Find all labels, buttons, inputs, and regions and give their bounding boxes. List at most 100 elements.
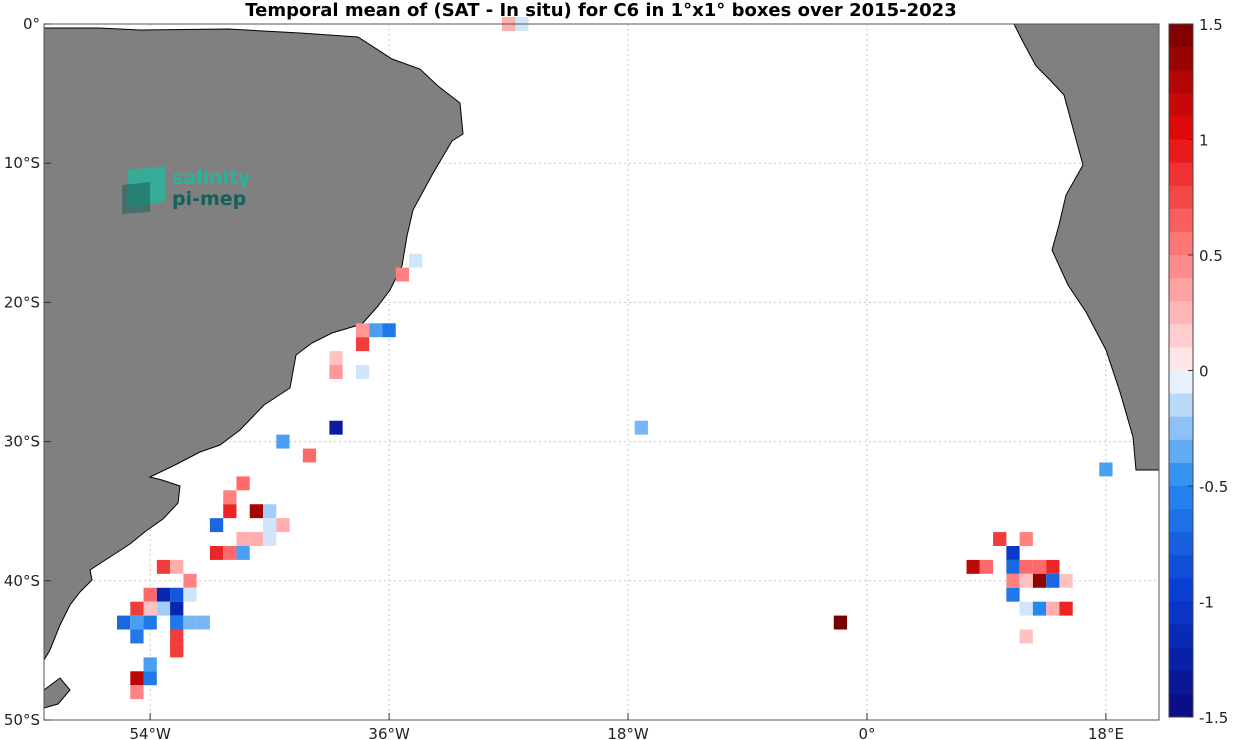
data-cell (1006, 546, 1020, 560)
data-cell (966, 559, 980, 574)
data-cell (382, 323, 396, 338)
colorbar-swatch (1169, 185, 1193, 210)
data-cell (156, 559, 171, 574)
data-cell (143, 615, 157, 630)
logo-text-pi-mep: pi-mep (172, 188, 246, 210)
colorbar-swatch (1169, 670, 1193, 695)
data-cell (276, 434, 290, 449)
data-cell (993, 532, 1007, 546)
data-cell (223, 504, 237, 519)
colorbar-swatch (1169, 324, 1193, 348)
colorbar-swatch (1169, 231, 1193, 256)
data-cell (1019, 532, 1033, 546)
salinity-pi-mep-logo: salinity pi-mep (122, 166, 251, 214)
data-cell (276, 518, 290, 533)
data-cell (1019, 601, 1033, 616)
data-cell (1099, 462, 1113, 477)
x-tick-label: 18°E (1088, 725, 1124, 740)
colorbar-swatch (1169, 601, 1193, 625)
colorbar (1168, 23, 1194, 718)
data-cell (263, 532, 277, 546)
data-cell (143, 657, 157, 672)
data-cell (263, 518, 277, 533)
colorbar-swatch (1169, 370, 1193, 394)
data-cell (156, 587, 171, 602)
data-cell (130, 601, 144, 616)
data-cell (236, 546, 250, 560)
data-cell (329, 420, 343, 435)
data-cell (1032, 573, 1047, 588)
data-cell (634, 420, 648, 435)
colorbar-tick-label: 1.5 (1199, 16, 1223, 34)
data-cell (1019, 559, 1033, 574)
colorbar-swatch (1169, 462, 1193, 487)
data-cell (170, 615, 184, 630)
chart-title: Temporal mean of (SAT - In situ) for C6 … (245, 0, 956, 21)
colorbar-swatch (1169, 93, 1193, 117)
data-cell (329, 351, 343, 366)
data-cell (130, 615, 144, 630)
colorbar-swatch (1169, 162, 1193, 187)
data-cell (1006, 573, 1020, 588)
data-cell (170, 559, 184, 574)
data-cells (117, 17, 1113, 700)
data-cell (130, 685, 144, 700)
data-cell (183, 573, 197, 588)
colorbar-swatch (1169, 255, 1193, 279)
data-cell (329, 365, 343, 379)
data-cell (196, 615, 210, 630)
africa-landmass (1013, 24, 1159, 471)
y-tick-label: 0° (23, 15, 40, 33)
y-tick-label: 20°S (4, 293, 40, 311)
data-cell (1032, 601, 1047, 616)
colorbar-swatch (1169, 47, 1193, 71)
x-tick-label: 36°W (368, 725, 410, 740)
data-cell (249, 532, 264, 546)
data-cell (170, 587, 184, 602)
x-tick-label: 18°W (607, 725, 649, 740)
logo-mark-shadow-icon (122, 182, 150, 214)
data-cell (1032, 559, 1047, 574)
colorbar-swatch (1169, 70, 1193, 94)
colorbar-swatch (1169, 578, 1193, 602)
data-cell (183, 587, 197, 602)
data-cell (143, 601, 157, 616)
colorbar-swatch (1169, 486, 1193, 510)
data-cell (355, 365, 370, 379)
x-tick-label: 0° (858, 725, 875, 740)
data-cell (355, 323, 370, 338)
data-cell (979, 559, 994, 574)
colorbar-tick-label: 0.5 (1199, 247, 1223, 265)
data-cell (209, 546, 224, 560)
data-cell (223, 546, 237, 560)
data-cell (236, 476, 250, 491)
colorbar-swatch (1169, 532, 1193, 556)
x-axis: 54°W 36°W 18°W 0° 18°E (129, 713, 1124, 740)
colorbar-swatch (1169, 416, 1193, 441)
colorbar-tick-label: 1 (1199, 132, 1209, 150)
data-cell (1019, 573, 1033, 588)
data-cell (223, 490, 237, 505)
data-cell (249, 504, 264, 519)
data-cell (369, 323, 383, 338)
data-cell (170, 601, 184, 616)
colorbar-ticks: 1.5 1 0.5 0 -0.5 -1 -1.5 (1188, 16, 1228, 727)
data-cell (130, 629, 144, 644)
y-tick-label: 50°S (4, 711, 40, 729)
colorbar-swatch (1169, 509, 1193, 533)
data-cell (409, 253, 423, 268)
data-cell (395, 267, 410, 282)
data-cell (1006, 559, 1020, 574)
data-cell (302, 448, 317, 463)
colorbar-swatch (1169, 347, 1193, 371)
data-cell (170, 629, 184, 644)
colorbar-swatch (1169, 208, 1193, 233)
data-cell (1006, 587, 1020, 602)
data-cell (143, 671, 157, 686)
colorbar-swatch (1169, 24, 1193, 48)
data-cell (130, 671, 144, 686)
colorbar-swatch (1169, 555, 1193, 579)
colorbar-tick-label: -1.5 (1199, 709, 1228, 727)
data-cell (1019, 629, 1033, 644)
south-america-cape-tip (44, 677, 71, 709)
